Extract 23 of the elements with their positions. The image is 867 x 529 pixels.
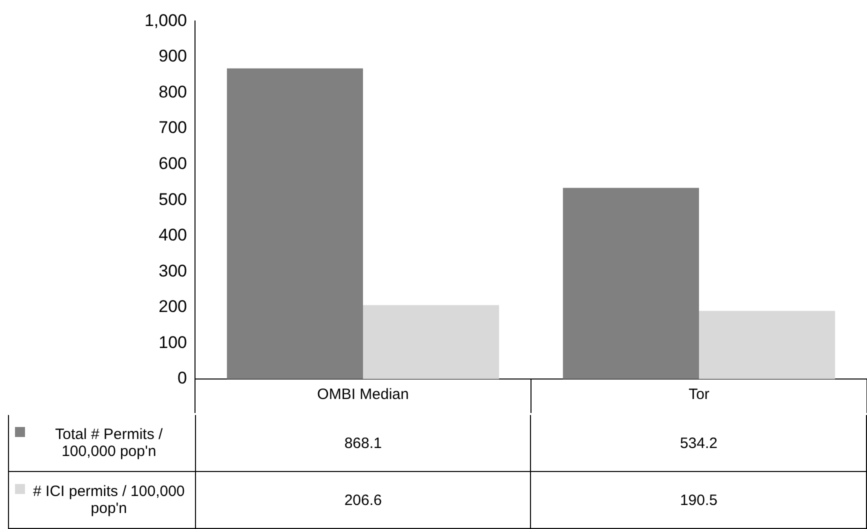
y-tick-label: 300 [158,261,187,280]
y-tick-label: 400 [158,226,187,245]
data-label: 206.6 [196,472,532,528]
legend-label: Total # Permits / 100,000 pop'n [54,426,164,460]
data-label: 868.1 [196,415,532,471]
y-tick-label: 1,000 [144,10,187,30]
data-label: 534.2 [531,415,867,471]
y-tick-label: 700 [158,118,187,138]
legend-label: # ICI permits / 100,000 pop'n [32,483,186,517]
y-tick-label: 800 [158,82,187,102]
y-tick-label: 0 [178,368,187,388]
x-tick-label: OMBI Median [317,386,409,404]
y-tick-label: 900 [158,46,187,66]
data-label: 190.5 [531,472,867,528]
bar [699,310,836,379]
y-tick-label: 100 [158,332,187,352]
bar [562,188,699,379]
y-tick-label: 500 [158,190,187,209]
y-tick-label: 600 [158,154,187,174]
bar [226,68,363,379]
bar [363,305,500,379]
x-tick-label: Tor [688,386,710,404]
y-tick-label: 200 [158,297,187,316]
